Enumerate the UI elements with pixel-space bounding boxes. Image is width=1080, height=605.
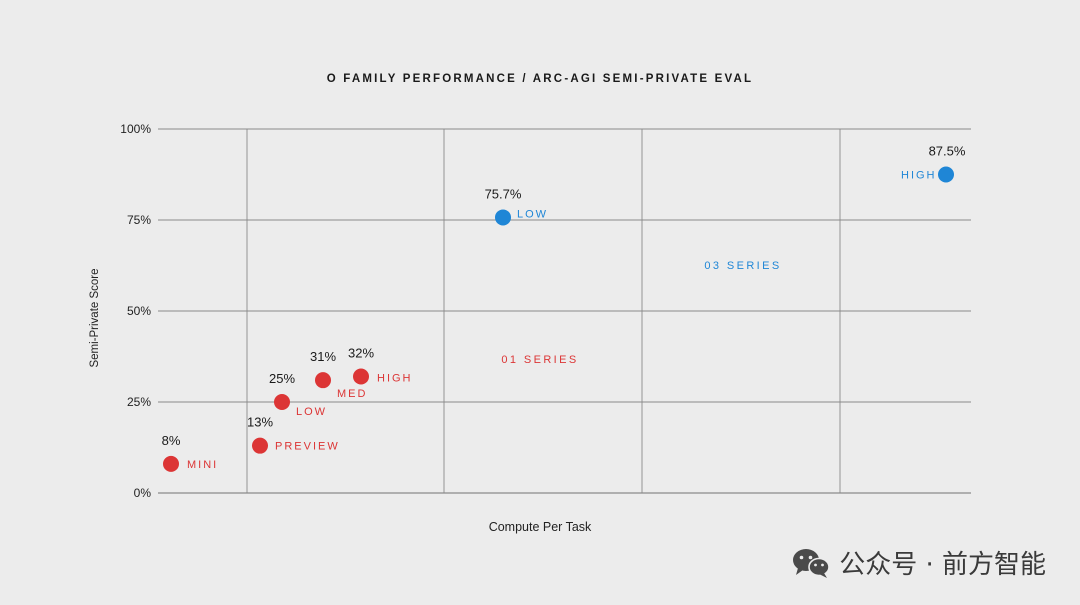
- point-label: LOW: [517, 208, 548, 220]
- data-point: [274, 394, 290, 410]
- data-point: [315, 372, 331, 389]
- data-value-label: 25%: [269, 371, 295, 386]
- point-label: MED: [337, 388, 367, 400]
- series-label: 03 SERIES: [704, 260, 781, 272]
- data-point: [495, 209, 511, 226]
- data-value-label: 13%: [247, 415, 273, 430]
- data-point: [938, 166, 954, 183]
- point-label: LOW: [296, 406, 327, 418]
- data-value-label: 75.7%: [485, 186, 522, 201]
- y-tick-75: 75%: [126, 213, 151, 227]
- series-label: 01 SERIES: [501, 354, 578, 366]
- data-value-label: 87.5%: [929, 144, 966, 159]
- x-axis-label: Compute Per Task: [488, 520, 592, 534]
- point-label: HIGH: [377, 373, 413, 385]
- data-value-label: 8%: [162, 433, 181, 448]
- y-tick-50: 50%: [126, 304, 151, 318]
- point-label: HIGH: [901, 170, 937, 182]
- data-point: [353, 368, 369, 385]
- data-point: [252, 437, 268, 454]
- watermark: 公众号 · 前方智能: [791, 544, 1046, 581]
- wechat-icon: [793, 548, 831, 578]
- y-axis-label: Semi-Private Score: [89, 268, 101, 368]
- y-tick-0: 0%: [133, 486, 151, 500]
- y-tick-25: 25%: [126, 395, 151, 409]
- point-label: PREVIEW: [275, 441, 340, 453]
- chart-title: O FAMILY PERFORMANCE / ARC-AGI SEMI-PRIV…: [326, 73, 754, 85]
- data-value-label: 31%: [310, 349, 336, 364]
- y-tick-100: 100%: [120, 122, 151, 136]
- data-point: [163, 455, 179, 472]
- watermark-text: 公众号 · 前方智能: [839, 550, 1046, 580]
- point-label: MINI: [187, 459, 218, 471]
- data-value-label: 32%: [348, 346, 374, 361]
